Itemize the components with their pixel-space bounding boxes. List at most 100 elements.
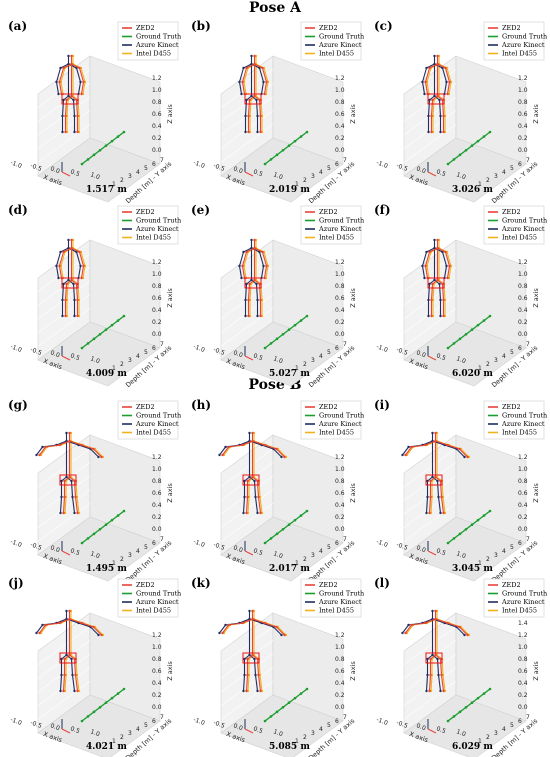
series-line xyxy=(238,251,245,267)
grid-line xyxy=(220,626,274,665)
data-point xyxy=(258,98,261,102)
data-point xyxy=(61,298,64,302)
series-line xyxy=(421,67,428,83)
y-tick-label: 1 xyxy=(295,738,299,745)
data-point xyxy=(436,62,439,66)
series-line xyxy=(78,67,85,83)
series-line xyxy=(243,67,249,83)
legend-entry: Intel D455 xyxy=(502,607,537,615)
legend-entry: ZED2 xyxy=(319,24,338,32)
data-point xyxy=(104,144,108,148)
series-line xyxy=(254,674,259,692)
series-line xyxy=(265,81,269,95)
y-tick-label: 5 xyxy=(327,544,331,551)
series-line xyxy=(263,81,268,95)
series-line xyxy=(94,448,104,458)
y-tick-label: 7 xyxy=(343,157,347,164)
y-tick-label: 2 xyxy=(303,734,307,741)
legend-entry: ZED2 xyxy=(502,403,521,411)
data-point xyxy=(110,696,114,700)
data-point xyxy=(442,130,445,134)
data-point xyxy=(293,323,297,327)
data-point xyxy=(76,689,79,693)
legend-entry: Ground Truth xyxy=(502,412,547,420)
data-point xyxy=(263,541,267,545)
data-point xyxy=(452,342,456,345)
data-point xyxy=(257,495,260,499)
highlight-box xyxy=(427,93,445,105)
data-point xyxy=(246,479,249,483)
data-point xyxy=(470,523,474,527)
axis-triad xyxy=(244,728,254,734)
data-point xyxy=(287,328,291,332)
data-point xyxy=(73,298,76,302)
x-tick-label: -1.0 xyxy=(375,538,389,549)
z-tick-label: 0.4 xyxy=(152,680,162,687)
highlight-box xyxy=(61,93,79,105)
y-tick-label: 2 xyxy=(486,177,490,184)
legend-entry: Azure Kinect xyxy=(501,420,545,428)
data-point xyxy=(287,701,291,705)
z-tick-label: 0.0 xyxy=(335,331,345,338)
data-point xyxy=(80,621,83,625)
axis-triad xyxy=(427,728,437,734)
data-point xyxy=(438,282,441,286)
y-tick-label: 6 xyxy=(152,540,156,547)
data-point xyxy=(458,532,462,536)
data-point xyxy=(248,475,251,479)
y-tick-label: 3 xyxy=(128,357,132,364)
data-point xyxy=(439,114,442,118)
data-point xyxy=(446,443,449,447)
series-line xyxy=(426,247,435,253)
y-tick-label: 7 xyxy=(526,714,530,721)
series-line xyxy=(61,99,65,117)
data-point xyxy=(269,342,273,345)
data-point xyxy=(464,527,468,531)
y-tick-label: 1 xyxy=(478,181,482,188)
data-point xyxy=(263,92,266,96)
series-line xyxy=(254,63,263,69)
y-tick-label: 2 xyxy=(486,556,490,563)
series-line xyxy=(73,480,77,498)
z-tick-label: 1.2 xyxy=(152,259,162,266)
data-point xyxy=(70,278,73,282)
z-tick-label: 1.0 xyxy=(335,644,345,651)
distance-label: 4.009 m xyxy=(86,369,127,379)
data-point xyxy=(55,264,58,268)
z-tick-label: 0.4 xyxy=(152,307,162,314)
data-point xyxy=(446,346,450,350)
series-line xyxy=(428,496,432,514)
series-line xyxy=(45,622,60,626)
data-point xyxy=(429,495,432,499)
series-line xyxy=(448,81,452,95)
y-tick-label: 7 xyxy=(343,536,347,543)
y-tick-label: 7 xyxy=(160,341,164,348)
data-point xyxy=(275,710,279,714)
data-point xyxy=(445,264,448,268)
panel-label: (c) xyxy=(374,19,393,33)
x-tick-label: 0.5 xyxy=(69,168,81,178)
series-line xyxy=(60,251,66,267)
z-tick-label: 0.2 xyxy=(152,135,162,142)
series-line xyxy=(436,658,440,676)
series-line xyxy=(40,446,48,456)
series-line xyxy=(447,444,460,450)
floor-pane xyxy=(403,694,527,757)
data-point xyxy=(425,511,428,515)
series-line xyxy=(62,496,66,514)
data-point xyxy=(488,509,492,513)
y-tick-label: 5 xyxy=(144,349,148,356)
series-line xyxy=(247,283,251,301)
series-line xyxy=(72,283,76,301)
y-tick-label: 7 xyxy=(526,536,530,543)
floor-pane xyxy=(37,516,161,582)
data-point xyxy=(256,479,259,483)
data-point xyxy=(434,439,437,443)
data-point xyxy=(227,623,230,627)
data-point xyxy=(259,298,262,302)
z-tick-label: 0.8 xyxy=(335,478,345,485)
data-point xyxy=(55,80,58,84)
series-line xyxy=(439,658,443,676)
series-line xyxy=(243,247,252,253)
